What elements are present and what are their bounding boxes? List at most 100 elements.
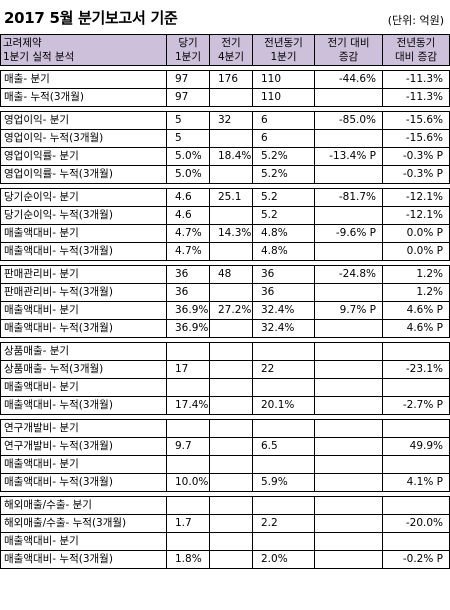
header-qoq-change: 전기 대비 증감 <box>314 34 383 66</box>
table-row: 해외매출/수출- 누적(3개월) 1.7 2.2 -20.0% <box>0 514 450 533</box>
current-quarter-value: 97 <box>166 70 210 89</box>
prior-year-value: 36 <box>252 265 315 284</box>
yoy-change-value: -12.1% <box>382 188 450 207</box>
current-quarter-value <box>166 378 210 397</box>
qoq-change-value <box>314 360 383 379</box>
previous-quarter-value: 14.3% <box>209 224 253 243</box>
current-quarter-value <box>166 496 210 515</box>
qoq-change-value <box>314 378 383 397</box>
yoy-change-value: -15.6% <box>382 111 450 130</box>
yoy-change-value <box>382 496 450 515</box>
row-label: 영업이익- 분기 <box>0 111 167 130</box>
row-label: 매출액대비- 분기 <box>0 378 167 397</box>
yoy-change-value: 4.6% P <box>382 319 450 338</box>
yoy-change-value: -11.3% <box>382 70 450 89</box>
table-row: 연구개발비- 분기 <box>0 419 450 438</box>
qoq-change-value <box>314 532 383 551</box>
yoy-change-value <box>382 532 450 551</box>
current-quarter-value: 4.6 <box>166 188 210 207</box>
qoq-change-value: -24.8% <box>314 265 383 284</box>
row-label: 해외매출/수출- 분기 <box>0 496 167 515</box>
qoq-change-value: 9.7% P <box>314 301 383 320</box>
prior-year-value: 4.8% <box>252 224 315 243</box>
unit-label: (단위: 억원) <box>387 14 444 27</box>
yoy-change-value: -23.1% <box>382 360 450 379</box>
current-quarter-value: 1.8% <box>166 550 210 569</box>
row-label: 매출액대비- 분기 <box>0 532 167 551</box>
header-current-line1: 당기 <box>178 37 198 49</box>
yoy-change-value: 1.2% <box>382 283 450 302</box>
current-quarter-value <box>166 455 210 474</box>
table-row: 매출액대비- 누적(3개월) 1.8% 2.0% -0.2% P <box>0 550 450 569</box>
prior-year-value <box>252 532 315 551</box>
table-row: 상품매출- 누적(3개월) 17 22 -23.1% <box>0 360 450 379</box>
row-label: 당기순이익- 누적(3개월) <box>0 206 167 225</box>
prior-year-value <box>252 378 315 397</box>
current-quarter-value: 5 <box>166 129 210 148</box>
row-label: 영업이익- 누적(3개월) <box>0 129 167 148</box>
previous-quarter-value <box>209 455 253 474</box>
qoq-change-value <box>314 129 383 148</box>
current-quarter-value: 5 <box>166 111 210 130</box>
yoy-change-value: -0.2% P <box>382 550 450 569</box>
table-row: 당기순이익- 누적(3개월) 4.6 5.2 -12.1% <box>0 206 450 225</box>
table-row: 연구개발비- 누적(3개월) 9.7 6.5 49.9% <box>0 437 450 456</box>
yoy-change-value: -20.0% <box>382 514 450 533</box>
earnings-table-body: 고려제약 1분기 실적 분석 당기 1분기 전기 4분기 전년동기 1분기 전기… <box>0 34 450 569</box>
prior-year-value: 6 <box>252 111 315 130</box>
yoy-change-value: -0.3% P <box>382 165 450 184</box>
yoy-change-value: 0.0% P <box>382 242 450 261</box>
previous-quarter-value: 25.1 <box>209 188 253 207</box>
prior-year-value <box>252 455 315 474</box>
qoq-change-value <box>314 319 383 338</box>
qoq-change-value <box>314 242 383 261</box>
previous-quarter-value <box>209 514 253 533</box>
previous-quarter-value: 176 <box>209 70 253 89</box>
header-qoq-line2: 증감 <box>338 51 359 63</box>
header-current-line2: 1분기 <box>174 51 201 63</box>
report-title: 2017 5월 분기보고서 기준 <box>4 9 178 27</box>
qoq-change-value <box>314 473 383 492</box>
previous-quarter-value <box>209 206 253 225</box>
prior-year-value: 5.2% <box>252 165 315 184</box>
row-label: 매출액대비- 누적(3개월) <box>0 396 167 415</box>
header-previous-line1: 전기 <box>221 37 241 49</box>
previous-quarter-value: 48 <box>209 265 253 284</box>
header-yoy-change: 전년동기 대비 증감 <box>382 34 450 66</box>
previous-quarter-value <box>209 360 253 379</box>
previous-quarter-value <box>209 342 253 361</box>
table-row: 매출액대비- 누적(3개월) 36.9% 32.4% 4.6% P <box>0 319 450 338</box>
previous-quarter-value <box>209 473 253 492</box>
previous-quarter-value: 32 <box>209 111 253 130</box>
current-quarter-value: 5.0% <box>166 165 210 184</box>
previous-quarter-value: 27.2% <box>209 301 253 320</box>
prior-year-value: 110 <box>252 88 315 107</box>
yoy-change-value <box>382 455 450 474</box>
yoy-change-value: -2.7% P <box>382 396 450 415</box>
qoq-change-value <box>314 437 383 456</box>
previous-quarter-value <box>209 165 253 184</box>
previous-quarter-value <box>209 396 253 415</box>
table-row: 판매관리비- 분기 36 48 36 -24.8% 1.2% <box>0 265 450 284</box>
prior-year-value: 2.0% <box>252 550 315 569</box>
table-row: 매출액대비- 누적(3개월) 4.7% 4.8% 0.0% P <box>0 242 450 261</box>
qoq-change-value <box>314 396 383 415</box>
prior-year-value: 2.2 <box>252 514 315 533</box>
row-label: 연구개발비- 누적(3개월) <box>0 437 167 456</box>
current-quarter-value: 4.7% <box>166 242 210 261</box>
table-row: 영업이익- 누적(3개월) 5 6 -15.6% <box>0 129 450 148</box>
table-header-row: 고려제약 1분기 실적 분석 당기 1분기 전기 4분기 전년동기 1분기 전기… <box>0 34 450 66</box>
qoq-change-value: -13.4% P <box>314 147 383 166</box>
previous-quarter-value <box>209 129 253 148</box>
row-label: 매출액대비- 누적(3개월) <box>0 242 167 261</box>
row-label: 당기순이익- 분기 <box>0 188 167 207</box>
qoq-change-value <box>314 88 383 107</box>
previous-quarter-value: 18.4% <box>209 147 253 166</box>
header-previous-line2: 4분기 <box>217 51 244 63</box>
previous-quarter-value <box>209 88 253 107</box>
header-yoy-line2: 1분기 <box>270 51 297 63</box>
row-label: 판매관리비- 누적(3개월) <box>0 283 167 302</box>
previous-quarter-value <box>209 532 253 551</box>
row-label: 영업이익률- 분기 <box>0 147 167 166</box>
qoq-change-value: -44.6% <box>314 70 383 89</box>
